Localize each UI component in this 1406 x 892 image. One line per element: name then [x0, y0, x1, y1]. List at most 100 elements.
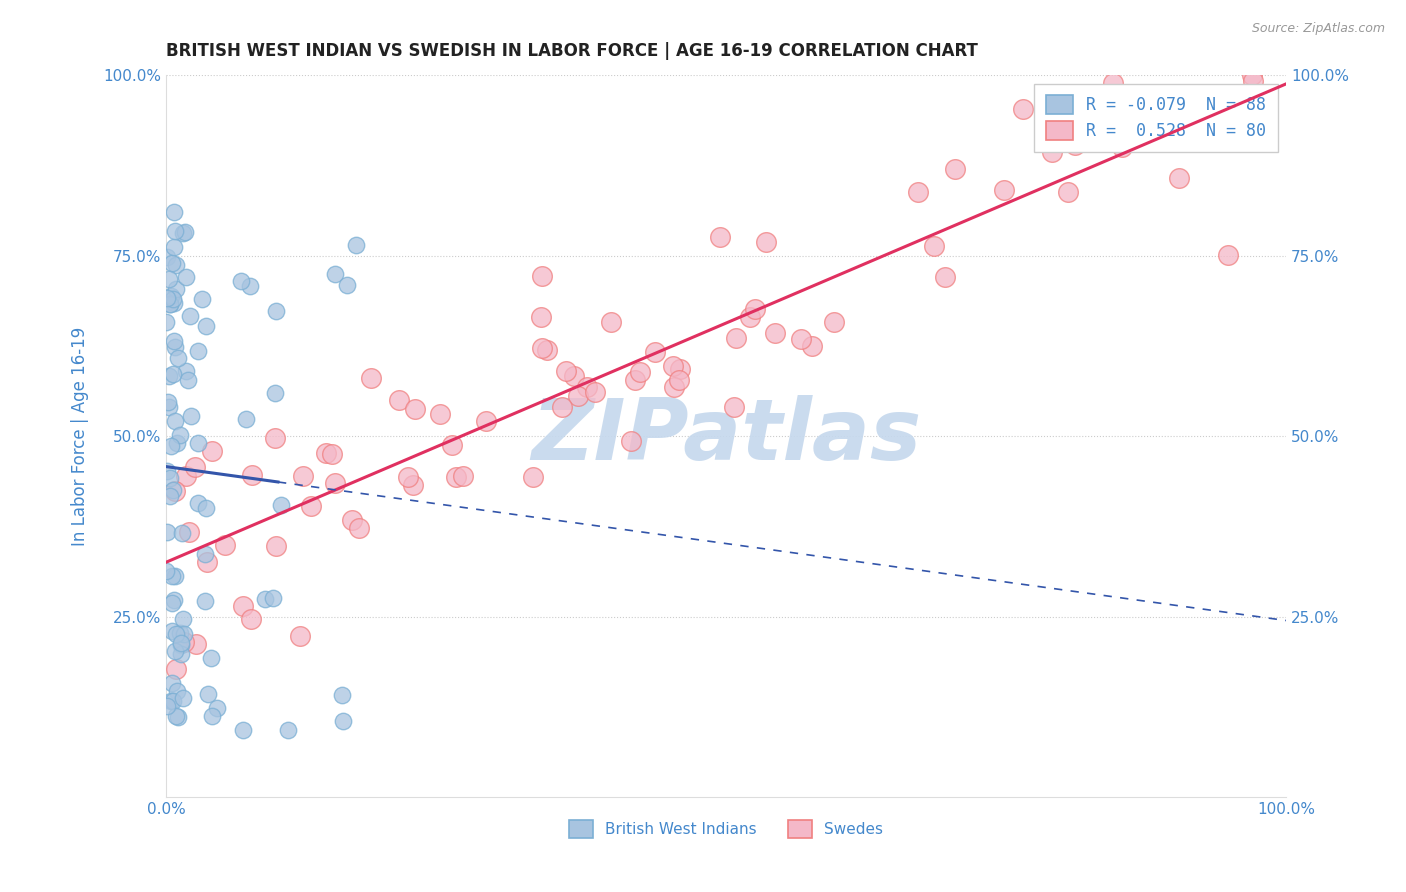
- Point: [1064, 137, 1087, 152]
- Point: [159, 490, 181, 504]
- Point: [530, 268, 553, 283]
- Point: [163, 223, 186, 237]
- Point: [239, 612, 262, 626]
- Point: [163, 414, 186, 428]
- Point: [201, 443, 224, 458]
- Point: [1211, 118, 1233, 132]
- Point: [530, 310, 553, 325]
- Point: [347, 521, 370, 535]
- Point: [160, 256, 183, 270]
- Point: [195, 554, 218, 568]
- Point: [170, 636, 193, 650]
- Point: [166, 436, 188, 450]
- Point: [156, 698, 179, 713]
- Point: [254, 591, 277, 606]
- Point: [187, 436, 209, 450]
- Point: [162, 596, 184, 610]
- Point: [163, 592, 186, 607]
- Point: [567, 389, 589, 403]
- Point: [934, 269, 956, 284]
- Point: [475, 414, 498, 428]
- Point: [451, 468, 474, 483]
- Point: [156, 464, 179, 478]
- Point: [429, 407, 451, 421]
- Point: [724, 331, 747, 345]
- Point: [165, 282, 187, 296]
- Point: [163, 240, 186, 254]
- Point: [1011, 102, 1033, 116]
- Point: [163, 334, 186, 348]
- Point: [801, 339, 824, 353]
- Point: [167, 351, 190, 366]
- Point: [155, 315, 177, 329]
- Point: [536, 343, 558, 358]
- Point: [993, 183, 1015, 197]
- Point: [823, 315, 845, 329]
- Point: [180, 409, 202, 424]
- Point: [194, 594, 217, 608]
- Point: [723, 400, 745, 414]
- Point: [330, 688, 353, 702]
- Legend: British West Indians, Swedes: British West Indians, Swedes: [562, 814, 890, 844]
- Point: [1167, 170, 1189, 185]
- Point: [174, 469, 197, 483]
- Point: [755, 235, 778, 249]
- Point: [1167, 94, 1189, 108]
- Point: [600, 315, 623, 329]
- Point: [191, 292, 214, 306]
- Point: [169, 626, 191, 640]
- Point: [402, 478, 425, 492]
- Point: [170, 638, 193, 652]
- Point: [619, 434, 641, 449]
- Point: [943, 161, 966, 176]
- Point: [179, 524, 201, 539]
- Point: [162, 676, 184, 690]
- Point: [562, 368, 585, 383]
- Point: [1102, 76, 1125, 90]
- Point: [360, 371, 382, 385]
- Y-axis label: In Labor Force | Age 16-19: In Labor Force | Age 16-19: [72, 326, 89, 546]
- Point: [174, 269, 197, 284]
- Point: [200, 651, 222, 665]
- Point: [232, 599, 254, 613]
- Point: [924, 239, 946, 253]
- Point: [342, 513, 364, 527]
- Point: [1216, 248, 1239, 262]
- Point: [170, 648, 193, 662]
- Point: [576, 380, 599, 394]
- Point: [644, 345, 666, 359]
- Point: [160, 624, 183, 638]
- Point: [288, 628, 311, 642]
- Point: [551, 400, 574, 414]
- Point: [162, 367, 184, 381]
- Point: [277, 723, 299, 737]
- Point: [262, 591, 284, 605]
- Point: [1241, 74, 1264, 88]
- Point: [1240, 68, 1263, 82]
- Point: [207, 701, 229, 715]
- Point: [664, 379, 686, 393]
- Point: [709, 230, 731, 244]
- Point: [162, 694, 184, 708]
- Point: [160, 569, 183, 583]
- Point: [555, 364, 578, 378]
- Point: [184, 459, 207, 474]
- Point: [165, 569, 187, 583]
- Point: [156, 525, 179, 540]
- Point: [173, 635, 195, 649]
- Point: [163, 296, 186, 310]
- Point: [291, 468, 314, 483]
- Point: [177, 373, 200, 387]
- Point: [239, 279, 262, 293]
- Point: [156, 395, 179, 409]
- Point: [157, 272, 180, 286]
- Point: [169, 428, 191, 442]
- Point: [907, 186, 929, 200]
- Point: [165, 708, 187, 723]
- Point: [336, 277, 359, 292]
- Point: [157, 368, 180, 383]
- Point: [388, 393, 411, 408]
- Point: [668, 373, 690, 387]
- Point: [214, 538, 236, 552]
- Point: [160, 439, 183, 453]
